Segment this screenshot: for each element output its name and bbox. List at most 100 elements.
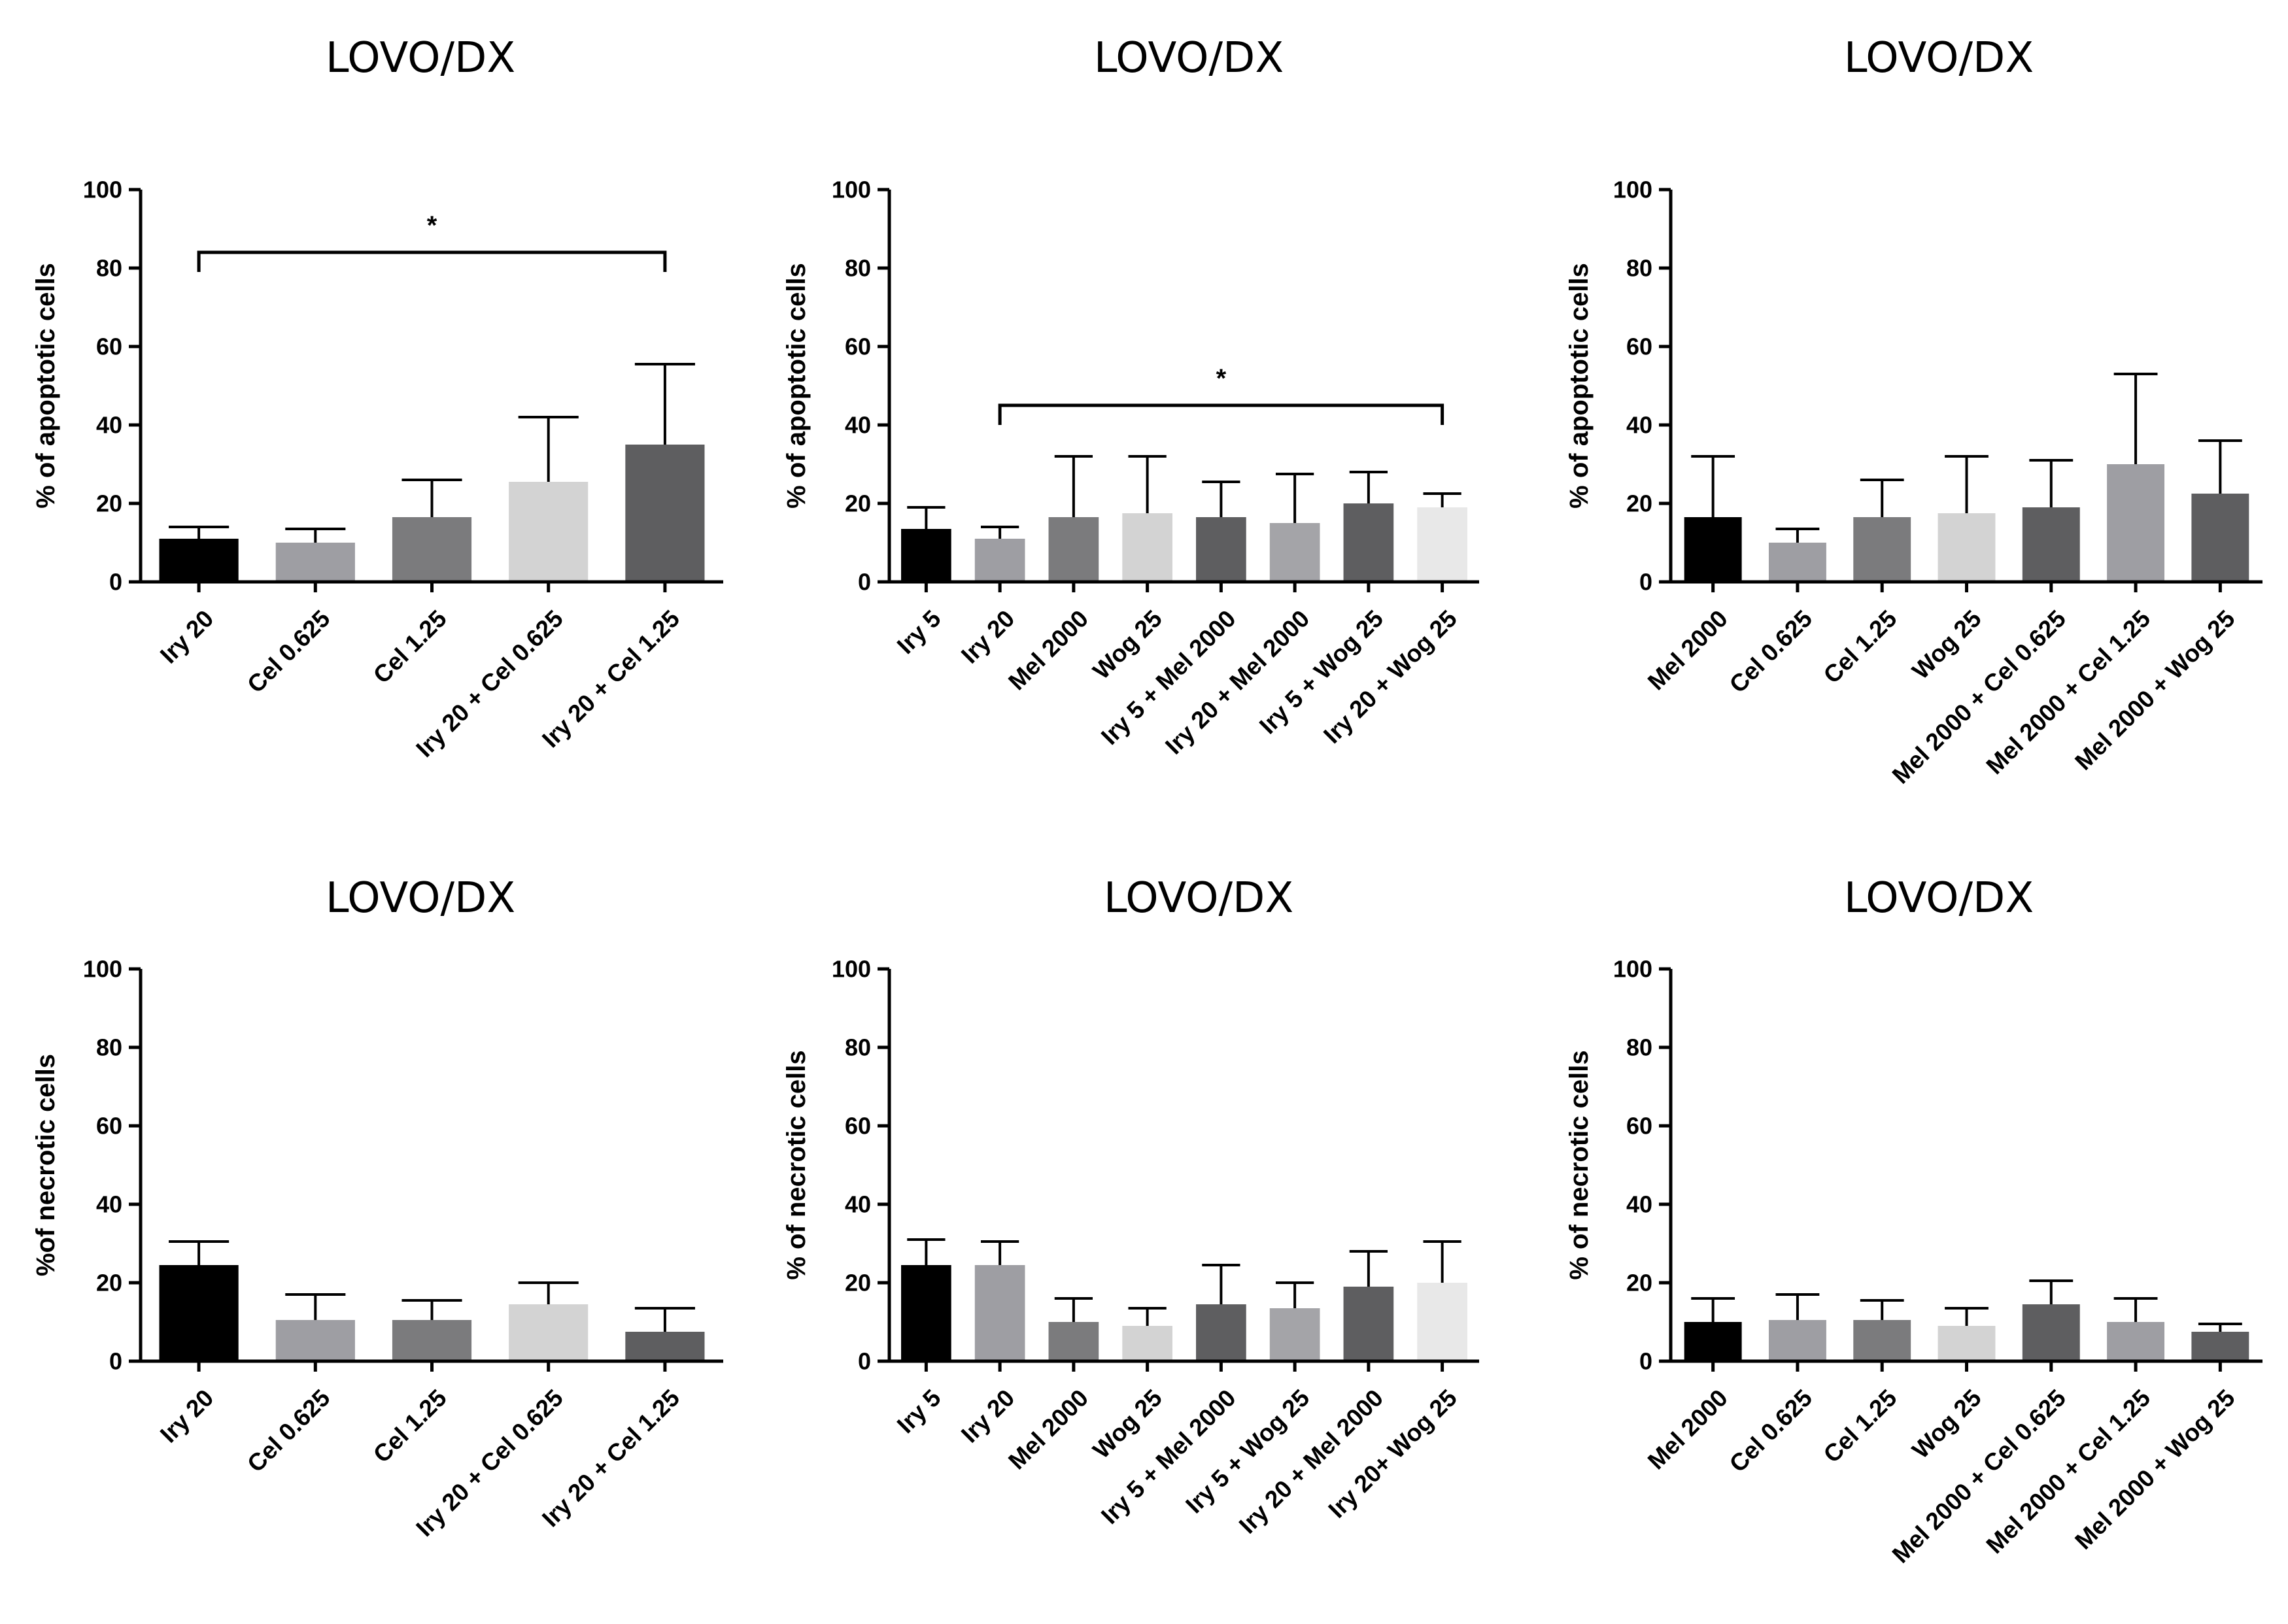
y-tick-label: 100 (832, 956, 871, 983)
y-tick-label: 40 (1626, 1191, 1652, 1218)
bar (392, 517, 472, 582)
bar (2107, 464, 2165, 582)
chart-panel-3: LOVO/DX % of apoptotic cells 0 20 40 60 80 100 M… (1565, 34, 2262, 789)
bar (974, 1265, 1025, 1361)
x-tick-label: Iry 20 (155, 1384, 218, 1447)
x-tick-label: Mel 2000 + Cel 1.25 (1981, 605, 2156, 779)
y-axis-label: % of necrotic cells (782, 1050, 811, 1279)
chart-title: LOVO/DX (326, 874, 515, 922)
y-tick-label: 0 (858, 1348, 871, 1375)
y-tick-label: 20 (96, 1270, 122, 1296)
bar (1768, 1320, 1826, 1361)
bar (2107, 1322, 2165, 1361)
x-tick-label: Iry 5 + Wog 25 (1180, 1384, 1314, 1518)
bar (1343, 1287, 1394, 1361)
bar (901, 1265, 951, 1361)
x-tick-label: Mel 2000 + Wog 25 (2070, 1384, 2240, 1554)
y-axis-label: %of necrotic cells (31, 1054, 60, 1276)
y-tick-label: 100 (83, 177, 122, 203)
y-tick-label: 100 (1613, 177, 1652, 203)
y-tick-label: 40 (845, 1191, 871, 1218)
x-tick-label: Cel 0.625 (1724, 605, 1817, 698)
bar (1269, 1308, 1320, 1361)
bar (159, 1265, 239, 1361)
y-tick-label: 80 (845, 1034, 871, 1061)
x-tick-label: Cel 0.625 (1724, 1384, 1817, 1477)
x-tick-label: Cel 1.25 (1818, 605, 1902, 688)
bar (2191, 1332, 2249, 1361)
bar (1122, 1326, 1172, 1361)
y-tick-label: 60 (96, 333, 122, 360)
y-tick-label: 100 (83, 956, 122, 983)
y-tick-label: 20 (845, 1270, 871, 1296)
bar (275, 543, 355, 582)
bar (509, 1304, 589, 1361)
bar (1048, 517, 1099, 582)
bar (2022, 1304, 2080, 1361)
x-tick-label: Cel 0.625 (242, 1384, 335, 1477)
y-tick-label: 40 (96, 412, 122, 439)
x-tick-label: Mel 2000 (1643, 605, 1733, 695)
y-tick-label: 80 (1626, 1034, 1652, 1061)
y-axis-label: % of apoptotic cells (31, 263, 60, 509)
y-tick-label: 40 (96, 1191, 122, 1218)
bar (1343, 503, 1394, 582)
y-tick-label: 60 (1626, 1113, 1652, 1140)
chart-panel-6: LOVO/DX % of necrotic cells 0 20 40 60 80 100 Me… (1565, 874, 2262, 1568)
y-tick-label: 20 (1626, 490, 1652, 517)
x-tick-label: Iry 20 + Wog 25 (1318, 605, 1462, 749)
x-tick-label: Cel 1.25 (368, 605, 452, 688)
x-tick-label: Iry 5 (892, 605, 946, 659)
chart-panel-2: LOVO/DX % of apoptotic cells 0 20 40 60 80 100 I… (782, 34, 1479, 760)
y-tick-label: 0 (1639, 569, 1652, 596)
significance-label: * (1216, 364, 1227, 393)
x-tick-label: Iry 5 + Mel 2000 (1096, 605, 1241, 750)
bar (2191, 494, 2249, 582)
bar (1853, 517, 1911, 582)
y-tick-label: 60 (845, 1113, 871, 1140)
y-tick-label: 20 (1626, 1270, 1652, 1296)
chart-title: LOVO/DX (1094, 34, 1284, 82)
y-tick-label: 80 (96, 255, 122, 282)
bar (1417, 507, 1467, 582)
x-tick-label: Mel 2000 + Wog 25 (2070, 605, 2240, 775)
x-tick-label: Iry 20 (956, 1384, 1019, 1447)
bar (159, 539, 239, 582)
x-tick-label: Iry 20+ Wog 25 (1323, 1384, 1461, 1523)
x-tick-label: Iry 20 (155, 605, 218, 668)
y-tick-label: 0 (109, 569, 122, 596)
chart-title: LOVO/DX (1104, 874, 1293, 922)
x-tick-label: Cel 1.25 (368, 1384, 452, 1468)
bar (1122, 513, 1172, 582)
bar (1853, 1320, 1911, 1361)
x-tick-label: Mel 2000 + Cel 0.625 (1887, 605, 2071, 788)
bar (1938, 513, 1996, 582)
x-tick-label: Mel 2000 + Cel 0.625 (1887, 1384, 2071, 1568)
bar (625, 445, 705, 582)
chart-panel-1: LOVO/DX % of apoptotic cells 0 20 40 60 80 100 I… (31, 34, 723, 762)
y-tick-label: 100 (832, 177, 871, 203)
bar (974, 539, 1025, 582)
bar (1417, 1283, 1467, 1361)
y-tick-label: 100 (1613, 956, 1652, 983)
bar (1684, 517, 1742, 582)
significance-label: * (427, 211, 437, 240)
y-tick-label: 80 (1626, 255, 1652, 282)
bar (1196, 517, 1246, 582)
bar (509, 482, 589, 582)
y-tick-label: 60 (1626, 333, 1652, 360)
x-tick-label: Wog 25 (1907, 605, 1987, 685)
y-axis-label: % of necrotic cells (1565, 1050, 1594, 1279)
x-tick-label: Mel 2000 (1003, 1384, 1093, 1474)
bar (1768, 543, 1826, 582)
x-tick-label: Iry 20 (956, 605, 1019, 668)
chart-title: LOVO/DX (326, 34, 515, 82)
y-tick-label: 0 (858, 569, 871, 596)
chart-title: LOVO/DX (1844, 874, 2034, 922)
bar (625, 1332, 705, 1361)
y-tick-label: 60 (845, 333, 871, 360)
bar (1196, 1304, 1246, 1361)
x-tick-label: Wog 25 (1907, 1384, 1987, 1464)
y-tick-label: 0 (1639, 1348, 1652, 1375)
